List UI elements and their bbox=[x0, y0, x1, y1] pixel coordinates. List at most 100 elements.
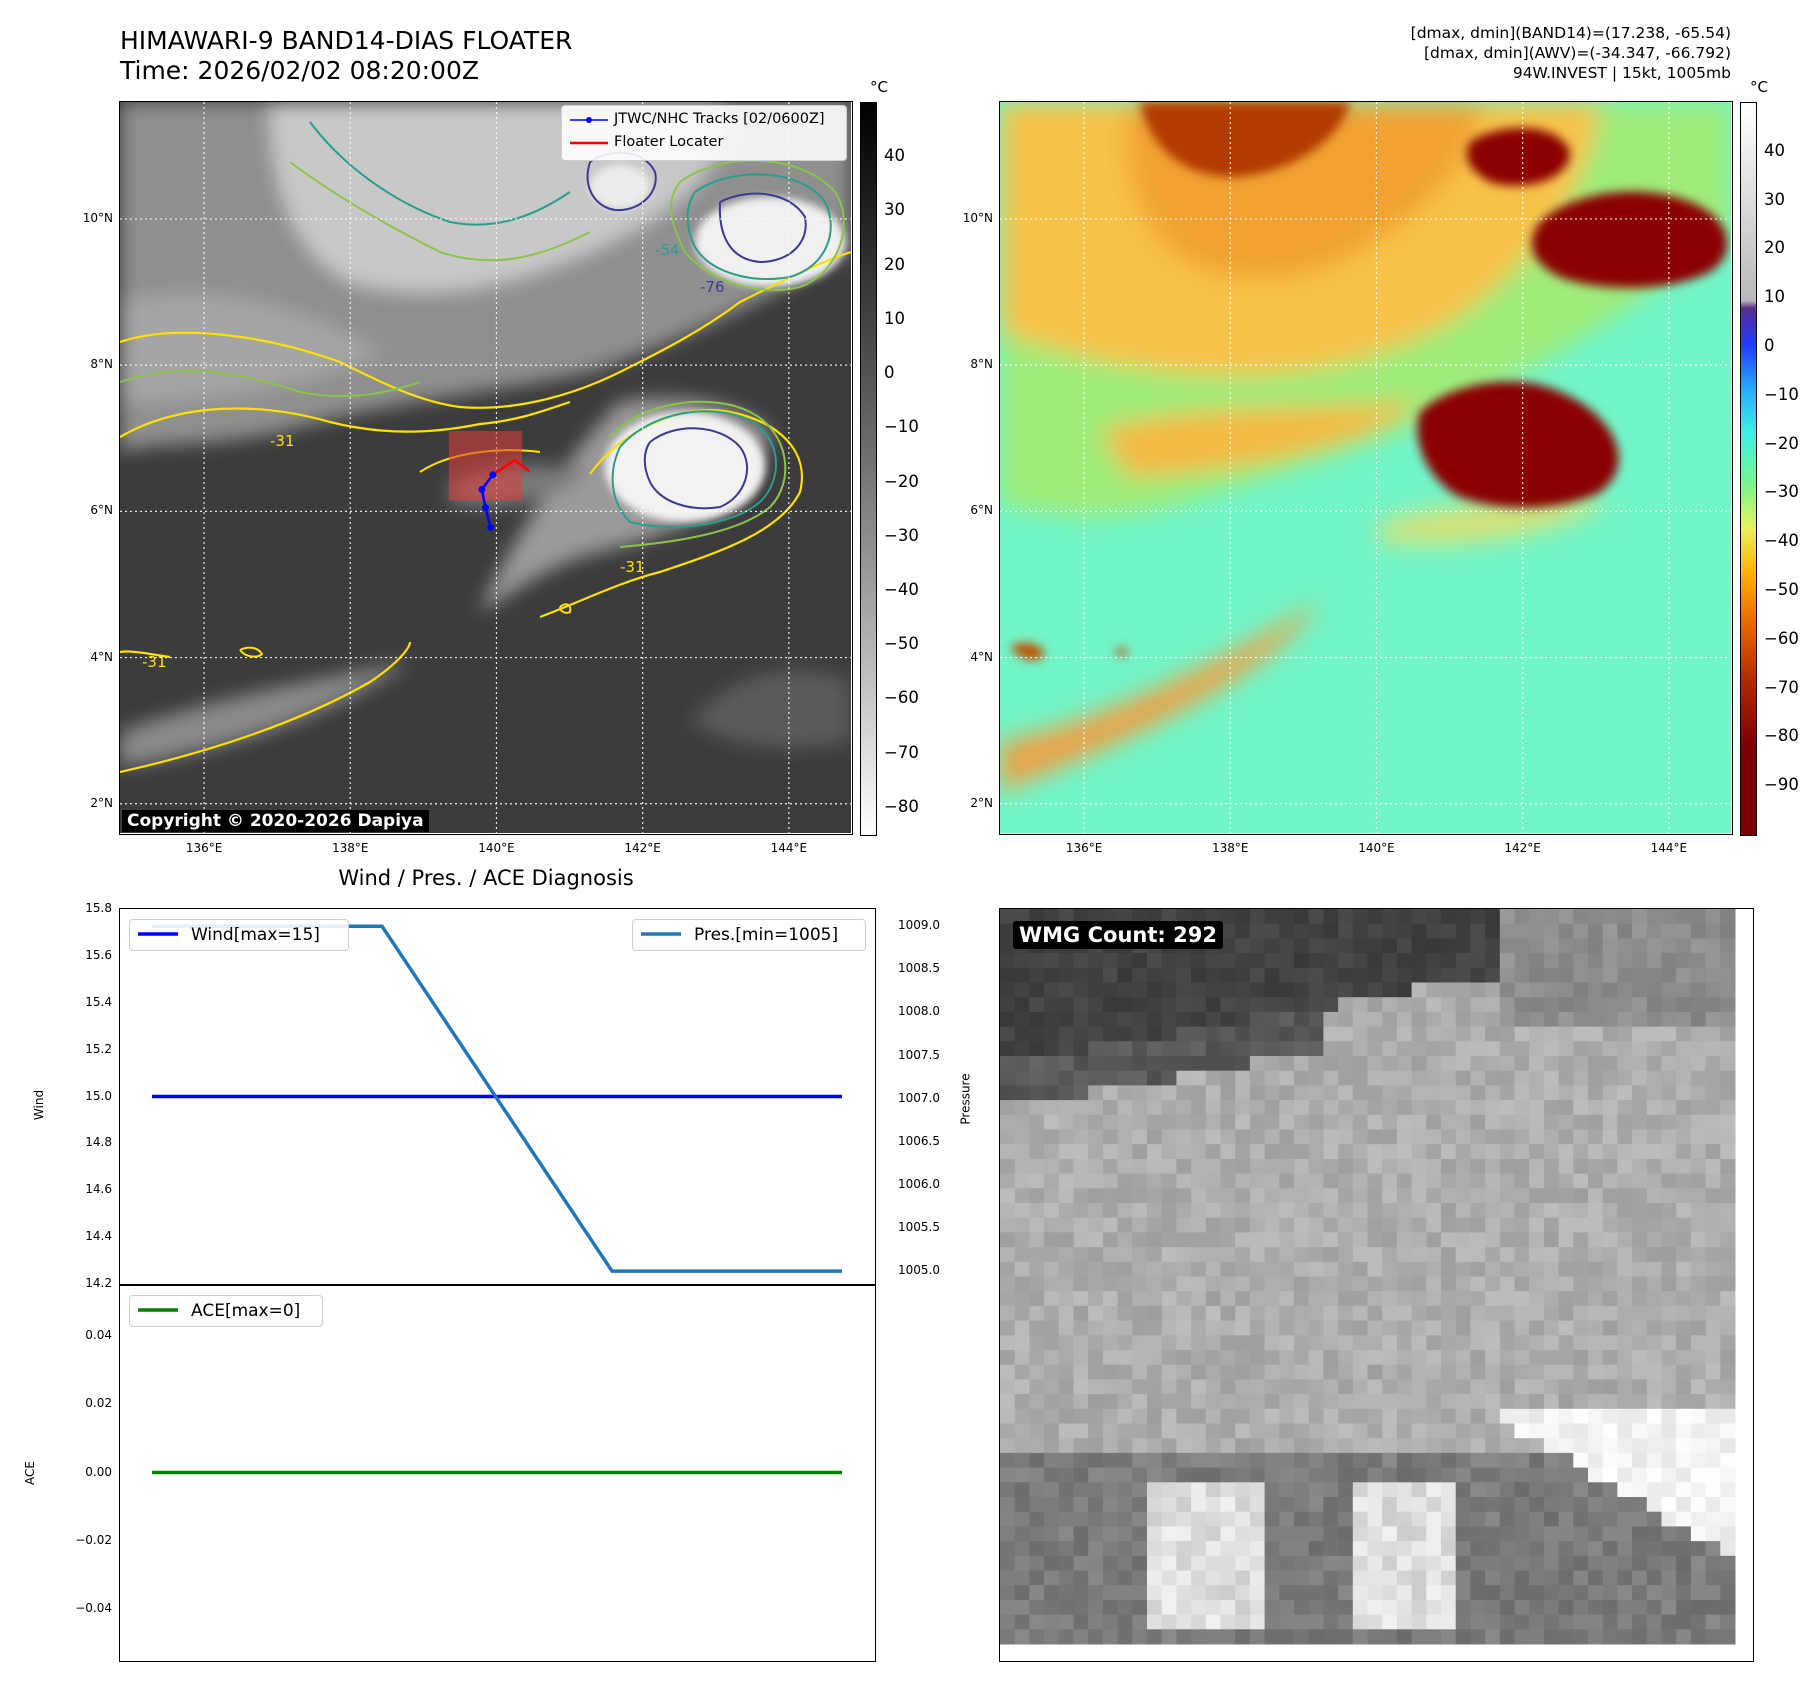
figure-time: Time: 2026/02/02 08:20:00Z bbox=[120, 56, 479, 85]
contour-label: -54 bbox=[655, 241, 680, 259]
colorbar-tick-label: −40 bbox=[884, 580, 919, 599]
ace-axis-label: ACE bbox=[22, 1461, 37, 1485]
ir-gridlines bbox=[120, 102, 851, 833]
ace-chart: ACE[max=0] bbox=[119, 1284, 876, 1662]
colorbar-tick-label: −90 bbox=[1764, 775, 1799, 795]
ir-map-panel: -31 -54 -76 -31 -31 JTWC/NHC Tracks [02/… bbox=[119, 101, 853, 835]
wv-gridlines bbox=[1000, 102, 1731, 833]
ir-contour-labels: -31 -54 -76 -31 -31 bbox=[142, 241, 725, 671]
wv-colorbar-unit: °C bbox=[1750, 78, 1768, 96]
wv-map bbox=[1000, 102, 1731, 833]
ir-legend: JTWC/NHC Tracks [02/0600Z] Floater Locat… bbox=[561, 105, 847, 161]
legend-locater-swatch bbox=[570, 141, 608, 145]
ace-ytick-label: 0.02 bbox=[85, 1396, 112, 1411]
pressure-ytick-label: 1005.0 bbox=[898, 1263, 940, 1278]
colorbar-tick-label: −10 bbox=[884, 417, 919, 437]
lon-tick-label: 144°E bbox=[1650, 841, 1688, 855]
figure-title: HIMAWARI-9 BAND14-DIAS FLOATER bbox=[120, 26, 573, 55]
lat-tick-label: 2°N bbox=[90, 795, 113, 810]
wmg-count-badge: WMG Count: 292 bbox=[1013, 921, 1223, 949]
colorbar-tick-label: −40 bbox=[1764, 531, 1799, 551]
lon-tick-label: 136°E bbox=[1065, 841, 1103, 855]
wind-ytick-label: 14.2 bbox=[85, 1276, 112, 1290]
lon-tick-label: 140°E bbox=[478, 841, 515, 855]
colorbar-tick-label: −20 bbox=[884, 471, 919, 491]
wind-pressure-plot bbox=[152, 924, 842, 1273]
colorbar-tick-label: −30 bbox=[884, 525, 919, 545]
colorbar-tick-label: 0 bbox=[884, 363, 895, 383]
lat-tick-label: 2°N bbox=[970, 795, 993, 810]
contour-label: -31 bbox=[142, 653, 167, 671]
wmg-grid bbox=[1000, 909, 1752, 1660]
wind-legend: Wind[max=15] bbox=[129, 919, 349, 951]
pressure-ytick-label: 1009.0 bbox=[898, 918, 940, 933]
colorbar-tick-label: 20 bbox=[1764, 238, 1785, 258]
jtwc-track-point bbox=[487, 523, 495, 531]
contour-label: -31 bbox=[270, 432, 295, 450]
lat-tick-label: 8°N bbox=[90, 357, 113, 372]
wind-ytick-label: 15.4 bbox=[85, 994, 112, 1009]
band14-range-text: [dmax, dmin](BAND14)=(17.238, -65.54) bbox=[1410, 24, 1731, 42]
wind-ytick-label: 14.6 bbox=[85, 1182, 112, 1197]
colorbar-tick-label: −30 bbox=[1764, 482, 1799, 502]
diagnosis-title: Wind / Pres. / ACE Diagnosis bbox=[338, 866, 634, 890]
colorbar-tick-label: 40 bbox=[884, 146, 905, 166]
colorbar-tick-label: −10 bbox=[1764, 384, 1799, 404]
lon-tick-label: 142°E bbox=[1504, 841, 1541, 855]
lat-tick-label: 6°N bbox=[970, 503, 993, 518]
ace-ytick-label: 0.04 bbox=[85, 1328, 112, 1343]
contour-label: -31 bbox=[620, 558, 645, 576]
colorbar-tick-label: −50 bbox=[884, 634, 919, 654]
colorbar-tick-label: −80 bbox=[884, 796, 919, 816]
ir-deep-convection bbox=[590, 165, 845, 522]
lat-tick-label: 8°N bbox=[970, 357, 993, 372]
floater-box bbox=[448, 430, 523, 501]
lon-tick-label: 136°E bbox=[185, 841, 223, 855]
ace-ytick-label: −0.04 bbox=[75, 1600, 112, 1615]
colorbar-tick-label: 10 bbox=[884, 308, 905, 328]
wv-cold-tops bbox=[1010, 102, 1728, 661]
colorbar-tick-label: −70 bbox=[1764, 677, 1799, 697]
ir-contours bbox=[120, 121, 852, 774]
pressure-ytick-label: 1007.5 bbox=[898, 1047, 940, 1062]
legend-track-label: JTWC/NHC Tracks [02/0600Z] bbox=[614, 111, 825, 127]
pressure-ytick-label: 1007.0 bbox=[898, 1090, 940, 1105]
colorbar-tick-label: 30 bbox=[884, 200, 905, 220]
pressure-ytick-label: 1008.0 bbox=[898, 1004, 940, 1019]
pressure-axis-label: Pressure bbox=[958, 1073, 973, 1125]
ace-legend: ACE[max=0] bbox=[129, 1295, 323, 1327]
colorbar-tick-label: −60 bbox=[1764, 628, 1799, 648]
legend-track-swatch bbox=[570, 117, 608, 123]
pressure-legend-swatch bbox=[641, 932, 681, 936]
ace-plot bbox=[152, 1470, 842, 1475]
colorbar-tick-label: 0 bbox=[1764, 336, 1775, 355]
ace-ytick-label: 0.00 bbox=[85, 1464, 112, 1479]
wind-ytick-label: 14.4 bbox=[85, 1229, 112, 1244]
wv-map-panel bbox=[999, 101, 1733, 835]
jtwc-track-line bbox=[480, 474, 494, 528]
lon-tick-label: 144°E bbox=[770, 841, 808, 855]
lat-tick-label: 10°N bbox=[82, 210, 113, 225]
ace-legend-swatch bbox=[138, 1308, 178, 1312]
pressure-ytick-label: 1008.5 bbox=[898, 961, 940, 976]
colorbar-tick-label: −20 bbox=[1764, 433, 1799, 453]
lat-tick-label: 4°N bbox=[970, 649, 993, 664]
lon-tick-label: 140°E bbox=[1358, 841, 1395, 855]
pressure-ytick-label: 1005.5 bbox=[898, 1219, 940, 1234]
pressure-legend: Pres.[min=1005] bbox=[632, 919, 866, 951]
storm-info-text: 94W.INVEST | 15kt, 1005mb bbox=[1512, 64, 1731, 82]
jtwc-track-point bbox=[482, 504, 489, 512]
copyright-badge: Copyright © 2020-2026 Dapiya bbox=[122, 810, 429, 832]
lon-tick-label: 138°E bbox=[1212, 841, 1249, 855]
wmg-panel: WMG Count: 292 bbox=[999, 908, 1754, 1662]
legend-locater-label: Floater Locater bbox=[614, 134, 724, 150]
contour-label: -76 bbox=[700, 278, 725, 296]
wind-axis-label: Wind bbox=[32, 1089, 47, 1121]
colorbar-tick-label: −60 bbox=[884, 688, 919, 708]
wind-ytick-label: 14.8 bbox=[85, 1135, 112, 1150]
ir-colorbar bbox=[860, 102, 877, 836]
colorbar-tick-label: −80 bbox=[1764, 726, 1799, 746]
ace-ytick-label: −0.02 bbox=[75, 1532, 112, 1547]
lat-tick-label: 4°N bbox=[90, 649, 113, 664]
lat-tick-label: 6°N bbox=[90, 503, 113, 518]
